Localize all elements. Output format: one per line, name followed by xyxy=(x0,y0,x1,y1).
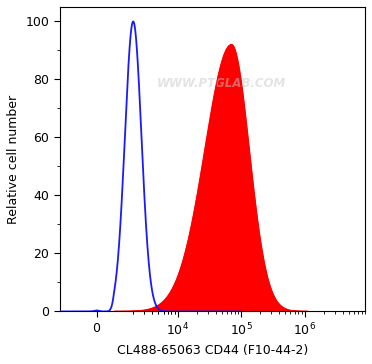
Polygon shape xyxy=(114,45,308,312)
X-axis label: CL488-65063 CD44 (F10-44-2): CL488-65063 CD44 (F10-44-2) xyxy=(117,344,308,357)
Text: WWW.PTGLAB.COM: WWW.PTGLAB.COM xyxy=(157,76,286,90)
Y-axis label: Relative cell number: Relative cell number xyxy=(7,95,20,224)
